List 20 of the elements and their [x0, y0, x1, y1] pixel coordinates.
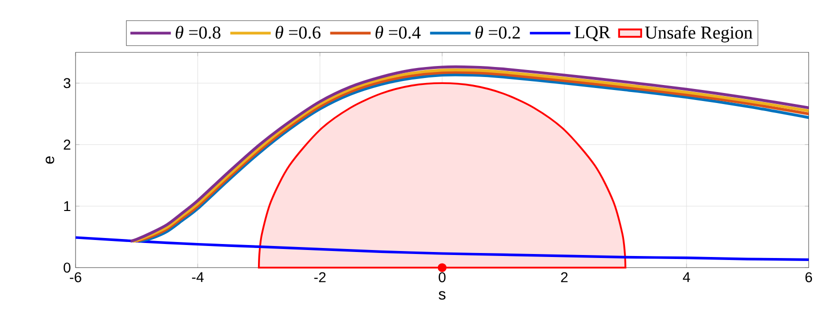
x-tick-label: 0 [438, 272, 446, 282]
line-series [74, 236, 810, 262]
y-tick-label: 3 [64, 78, 70, 88]
y-tick-label: 1 [64, 201, 70, 212]
legend-label: θ =0.4 [376, 26, 421, 39]
legend-label: Unsafe Region [645, 26, 752, 43]
legend-label: θ =0.2 [475, 26, 520, 39]
legend-label: θ =0.6 [276, 26, 320, 39]
y-tick-label: 2 [64, 140, 70, 150]
x-tick-label: -4 [192, 272, 204, 282]
x-tick-label: 2 [561, 272, 568, 282]
x-axis-title: s [438, 291, 446, 300]
y-axis-title: e [46, 156, 54, 164]
y-tick-label: 0 [64, 262, 70, 273]
legend-label: LQR [574, 26, 610, 42]
x-tick-label: -2 [314, 272, 326, 282]
x-tick-label: 4 [682, 272, 690, 282]
legend-label: θ =0.8 [176, 26, 220, 39]
x-tick-label: 6 [805, 272, 812, 282]
x-tick-label: -6 [70, 272, 82, 282]
